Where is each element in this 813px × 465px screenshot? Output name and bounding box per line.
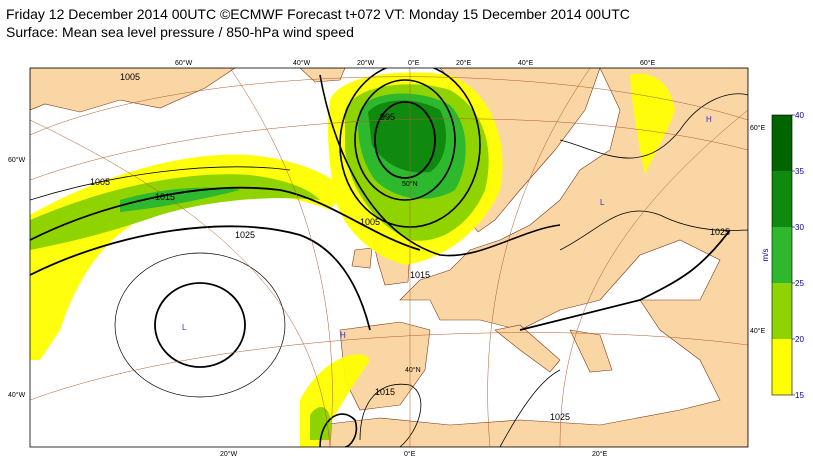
colorbar-label: 20 — [795, 335, 804, 344]
isobar-label: 1025 — [550, 412, 570, 422]
isobar-label: 1015 — [155, 192, 175, 202]
colorbar-frame — [771, 114, 793, 396]
graticule — [30, 68, 748, 447]
lat-label: 50°N — [402, 180, 418, 188]
side-label: 40°W — [8, 391, 26, 399]
colorbar-segment — [772, 115, 792, 171]
isobars — [30, 68, 748, 447]
isobar-label: 995 — [380, 112, 395, 122]
colorbar: 15 20 25 30 35 40 m/s — [761, 111, 804, 400]
lon-label: 40°E — [518, 59, 534, 67]
lat-label: 40°N — [405, 366, 421, 374]
map-body: 1015 1025 1005 1005 995 1005 1015 1015 1… — [30, 68, 748, 447]
isobar-label: 1005 — [360, 217, 380, 227]
map-frame — [29, 67, 749, 448]
lon-label: 0°E — [408, 59, 420, 67]
subtitle: Surface: Mean sea level pressure / 850-h… — [6, 24, 354, 40]
high-marker: H — [340, 331, 346, 340]
colorbar-label: 40 — [795, 111, 804, 120]
isobar-label: 1025 — [235, 230, 255, 240]
isobar-labels: 1015 1025 1005 1005 995 1005 1015 1015 1… — [90, 72, 730, 422]
colorbar-segment — [772, 339, 792, 395]
colorbar-label: 30 — [795, 223, 804, 232]
lon-label: 20°W — [220, 450, 238, 458]
lon-label: 40°W — [293, 59, 311, 67]
isobar-label: 1005 — [120, 72, 140, 82]
colorbar-label: 15 — [795, 391, 804, 400]
colorbar-segment — [772, 227, 792, 283]
top-labels: 60°W 40°W 20°W 0°E 20°E 40°E 60°E — [175, 59, 656, 67]
high-marker: H — [706, 115, 712, 124]
side-label: 60°E — [750, 124, 766, 132]
isobar-label: 1015 — [410, 270, 430, 280]
colorbar-segment — [772, 283, 792, 339]
isobar-label: 1015 — [375, 387, 395, 397]
wind-30 — [368, 100, 446, 173]
isobar-label: 1025 — [710, 227, 730, 237]
pressure-centres: L L H H — [182, 115, 712, 340]
colorbar-segment — [772, 171, 792, 227]
lon-label: 60°E — [640, 59, 656, 67]
title: Friday 12 December 2014 00UTC ©ECMWF For… — [6, 6, 630, 22]
low-marker: L — [600, 198, 605, 207]
isobar-label: 1005 — [90, 177, 110, 187]
lon-label: 60°W — [175, 59, 193, 67]
side-label: 60°W — [8, 156, 26, 164]
colorbar-unit: m/s — [761, 249, 770, 262]
lon-label: 20°E — [592, 450, 608, 458]
low-marker: L — [182, 323, 187, 332]
lon-label: 20°E — [456, 59, 472, 67]
bottom-labels: 20°W 0°E 20°E — [220, 450, 608, 458]
colorbar-label: 35 — [795, 167, 804, 176]
side-label: 40°E — [750, 327, 766, 335]
colorbar-label: 25 — [795, 279, 804, 288]
lon-label: 0°E — [404, 450, 416, 458]
lon-label: 20°W — [357, 59, 375, 67]
